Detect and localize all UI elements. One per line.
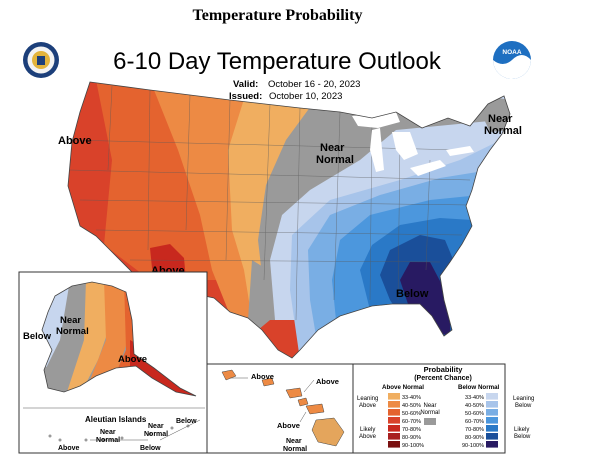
issued-date: October 10, 2023 — [269, 91, 342, 102]
hawaii-map — [221, 369, 345, 447]
legend-near-label-2: Normal — [420, 410, 439, 416]
legend-above-range: 60-70% — [402, 419, 421, 425]
legend-leaning-above-2: Above — [359, 403, 377, 409]
map-title: 6-10 Day Temperature Outlook — [113, 48, 442, 75]
great-lakes — [352, 112, 474, 176]
legend-below-range: 80-90% — [465, 435, 484, 441]
legend-likely-below-2: Below — [514, 434, 531, 440]
legend-below-range: 70-80% — [465, 427, 484, 433]
label-aleutian-normal2: Normal — [144, 431, 168, 438]
label-aleutian-title: Aleutian Islands — [85, 415, 147, 424]
commerce-seal-icon — [23, 42, 59, 78]
label-north-central-normal: Normal — [316, 154, 354, 166]
legend-below-ranges: 33-40% 40-50% 50-60% 60-70% 70-80% 80-90… — [462, 395, 484, 449]
legend-above-range: 70-80% — [402, 427, 421, 433]
legend-subtitle: (Percent Chance) — [414, 375, 472, 382]
valid-dates: October 16 - 20, 2023 — [268, 79, 360, 90]
legend-below-range: 33-40% — [465, 395, 484, 401]
issued-label: Issued: — [229, 91, 262, 102]
label-hawaii-above3: Above — [277, 421, 300, 430]
label-hawaii-above2: Above — [316, 377, 339, 386]
legend-above-range: 90-100% — [402, 443, 424, 449]
legend-likely-below-1: Likely — [514, 427, 529, 433]
label-aleutian-near2: Near — [148, 423, 164, 430]
label-west-above: Above — [58, 135, 92, 147]
legend-leaning-below-2: Below — [515, 403, 532, 409]
label-north-central-near: Near — [320, 142, 345, 154]
label-southeast-below: Below — [396, 288, 429, 300]
label-alaska-normal: Normal — [56, 326, 89, 337]
legend-leaning-below-1: Leaning — [513, 396, 534, 402]
label-aleutian-near1: Near — [100, 429, 116, 436]
legend-below-range: 40-50% — [465, 403, 484, 409]
legend-above-range: 40-50% — [402, 403, 421, 409]
legend-near-label-1: Near — [423, 403, 436, 409]
legend-above-range: 50-60% — [402, 411, 421, 417]
label-alaska-near: Near — [60, 315, 81, 326]
legend-below-header: Below Normal — [458, 384, 500, 391]
label-hawaii-above1: Above — [251, 372, 274, 381]
label-alaska-below: Below — [23, 331, 52, 342]
legend-below-range: 50-60% — [465, 411, 484, 417]
legend-near-normal-swatch — [424, 418, 436, 425]
label-hawaii-normal: Normal — [283, 446, 307, 453]
legend: Probability (Percent Chance) Above Norma… — [352, 363, 534, 454]
label-alaska-above: Above — [118, 354, 147, 365]
legend-above-range: 80-90% — [402, 435, 421, 441]
label-aleutian-below1: Below — [176, 418, 197, 425]
label-northeast-normal: Normal — [484, 125, 522, 137]
legend-below-swatches — [486, 393, 498, 448]
legend-above-ranges: 33-40% 40-50% 50-60% 60-70% 70-80% 80-90… — [402, 395, 424, 449]
legend-likely-above-2: Above — [359, 434, 377, 440]
legend-above-range: 33-40% — [402, 395, 421, 401]
legend-above-header: Above Normal — [382, 384, 424, 391]
label-northeast-near: Near — [488, 113, 513, 125]
legend-leaning-above-1: Leaning — [357, 396, 378, 402]
legend-below-range: 90-100% — [462, 443, 484, 449]
legend-above-swatches — [388, 393, 400, 448]
label-hawaii-near: Near — [286, 438, 302, 445]
legend-below-range: 60-70% — [465, 419, 484, 425]
legend-title: Probability — [424, 365, 464, 374]
label-aleutian-below2: Below — [140, 445, 161, 452]
page-title: Temperature Probability — [192, 7, 363, 24]
noaa-logo: NOAA — [493, 41, 531, 79]
aleutian-inset: Aleutian Islands Above Near Normal Near … — [23, 407, 205, 452]
label-aleutian-above: Above — [58, 445, 80, 452]
valid-label: Valid: — [233, 79, 258, 90]
noaa-logo-text: NOAA — [502, 49, 521, 56]
alaska-outline — [41, 281, 197, 397]
label-aleutian-normal1: Normal — [96, 437, 120, 444]
legend-likely-above-1: Likely — [360, 427, 375, 433]
